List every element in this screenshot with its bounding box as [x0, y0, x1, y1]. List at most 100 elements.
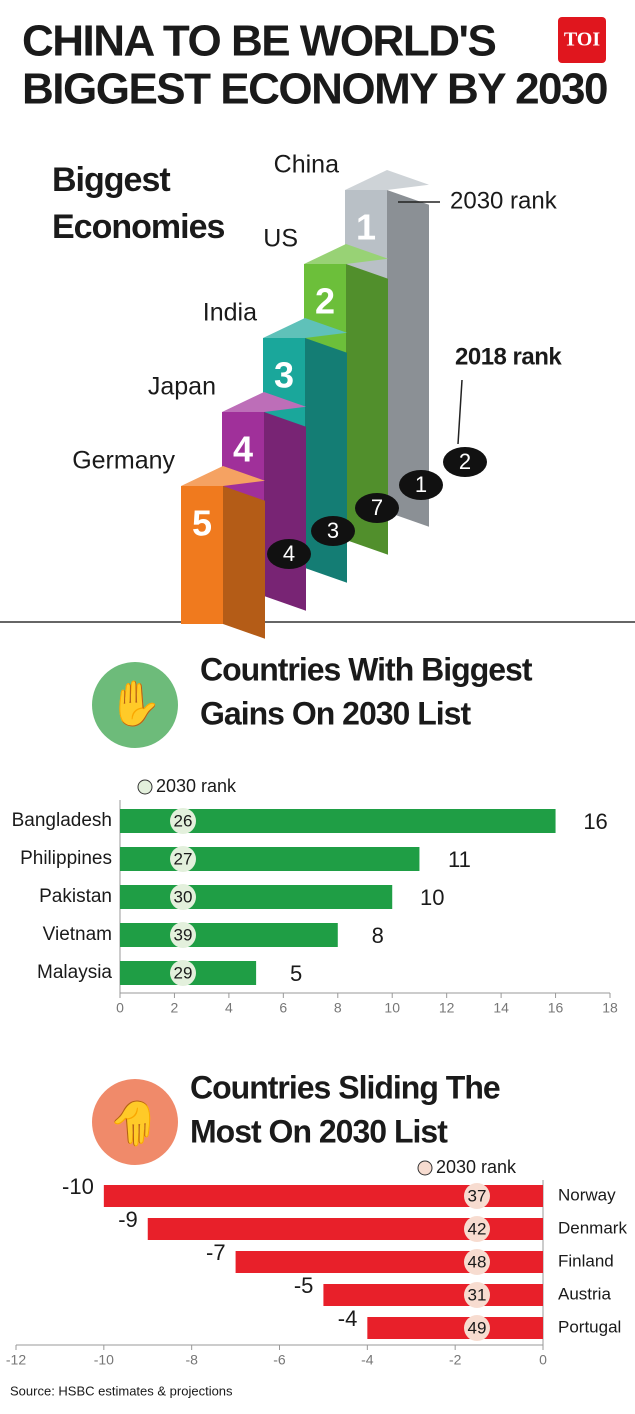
category-label: Malaysia [37, 962, 112, 983]
value-label: -10 [62, 1174, 94, 1199]
value-label: -9 [118, 1207, 138, 1232]
title-line: CHINA TO BE WORLD'S [22, 17, 495, 66]
rank-label: 30 [174, 887, 193, 906]
bar [120, 923, 338, 947]
rank-2018: 4 [283, 541, 295, 566]
column-side [264, 412, 306, 611]
rank-2018-marker [355, 493, 399, 523]
rank-2018-marker [311, 516, 355, 546]
x-tick-label: -12 [6, 1352, 26, 1368]
rank-2030: 5 [192, 503, 212, 544]
country-label: India [203, 299, 257, 327]
rank-label: 37 [468, 1186, 487, 1205]
column-top [345, 170, 429, 190]
rank-marker [464, 1315, 490, 1341]
bar [147, 1218, 543, 1240]
column-side [387, 190, 429, 527]
title-line: BIGGEST ECONOMY BY 2030 [22, 65, 607, 114]
bar [120, 885, 393, 909]
rank-label: 39 [174, 925, 193, 944]
rank-marker [464, 1282, 490, 1308]
x-tick-label: 10 [384, 1000, 400, 1016]
x-tick-label: -4 [361, 1352, 374, 1368]
column-side [223, 486, 265, 639]
rank-2030: 3 [274, 355, 294, 396]
country-label: Japan [148, 373, 216, 401]
icon [92, 1079, 178, 1165]
rank-2030: 4 [233, 429, 253, 470]
x-tick-label: 12 [439, 1000, 455, 1016]
value-label: -7 [206, 1240, 226, 1265]
rank-2018-marker [443, 447, 487, 477]
column-top [181, 466, 265, 486]
rank-label: 26 [174, 811, 193, 830]
rank-2018: 2 [459, 449, 471, 474]
rank-label: 49 [468, 1318, 487, 1337]
column-front [181, 486, 223, 624]
chart-title: Biggest [52, 161, 170, 199]
x-tick-label: 0 [116, 1000, 124, 1016]
category-label: Pakistan [39, 886, 112, 907]
x-tick-label: 6 [279, 1000, 287, 1016]
rank-marker [170, 922, 196, 948]
x-tick-label: 8 [334, 1000, 342, 1016]
country-label: China [274, 151, 339, 179]
rank-label: 31 [468, 1285, 487, 1304]
logo: TOI [564, 29, 601, 51]
bar [367, 1317, 543, 1339]
rank-label: 27 [174, 849, 193, 868]
category-label: Bangladesh [12, 810, 112, 831]
category-label: Philippines [20, 848, 112, 869]
category-label: Austria [558, 1284, 611, 1303]
value-label: 16 [583, 809, 607, 834]
rank-marker [170, 846, 196, 872]
chart-title: Countries With Biggest [200, 651, 533, 687]
rank-2018: 7 [371, 495, 383, 520]
logo-box [558, 17, 606, 63]
chart-title: Countries Sliding The [190, 1069, 500, 1105]
category-label: Norway [558, 1185, 616, 1204]
legend-label: 2030 rank [436, 1157, 517, 1177]
value-label: 11 [448, 847, 471, 872]
rank-2018: 1 [415, 472, 427, 497]
value-label: -5 [294, 1273, 314, 1298]
legend-marker [137, 779, 153, 795]
rank-label: 48 [468, 1252, 487, 1271]
value-label: 10 [420, 885, 444, 910]
x-tick-label: 2 [171, 1000, 179, 1016]
column-top [304, 244, 388, 264]
category-label: Vietnam [43, 924, 112, 945]
chart-title: Most On 2030 List [190, 1113, 448, 1149]
rank-marker [170, 808, 196, 834]
legend-2018: 2018 rank [455, 343, 562, 370]
legend-marker [417, 1160, 433, 1176]
bar [120, 847, 420, 871]
value-label: 8 [372, 923, 384, 948]
rank-marker [170, 884, 196, 910]
chart-title: Economies [52, 208, 224, 246]
legend-2030: 2030 rank [450, 187, 558, 214]
x-tick-label: -10 [94, 1352, 114, 1368]
x-tick-label: 0 [539, 1352, 547, 1368]
bar [323, 1284, 543, 1306]
x-tick-label: -6 [273, 1352, 286, 1368]
x-tick-label: 14 [493, 1000, 509, 1016]
value-label: 5 [290, 961, 302, 986]
chart-title: Gains On 2030 List [200, 695, 471, 731]
rank-marker [464, 1216, 490, 1242]
x-tick-label: -8 [185, 1352, 198, 1368]
x-tick-label: 18 [602, 1000, 618, 1016]
rank-label: 29 [174, 963, 193, 982]
column-top [222, 392, 306, 412]
source: Source: HSBC estimates & projections [10, 1383, 233, 1398]
x-tick-label: 4 [225, 1000, 233, 1016]
column-side [346, 264, 388, 555]
rank-marker [170, 960, 196, 986]
bar [103, 1185, 543, 1207]
country-label: US [263, 225, 298, 253]
column-top [263, 318, 347, 338]
legend-leader [457, 379, 463, 445]
category-label: Finland [558, 1251, 614, 1270]
